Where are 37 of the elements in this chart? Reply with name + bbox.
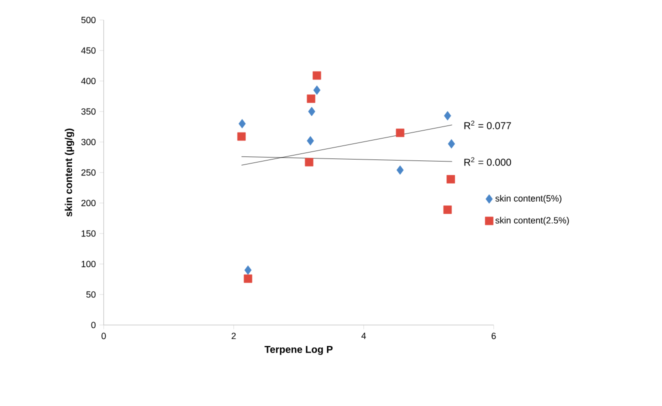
point: [244, 274, 252, 283]
y-tick-label: 450: [81, 47, 96, 54]
point: [448, 139, 456, 149]
y-tick-label: 500: [81, 16, 96, 24]
x-tick-label: 2: [232, 332, 236, 340]
point: [306, 94, 316, 103]
x-tick-label: 6: [492, 332, 496, 340]
point: [244, 265, 252, 275]
x-axis-title: Terpene Log P: [264, 346, 333, 355]
y-tick-label: 0: [91, 322, 96, 328]
annotation: R$^{2}$ = 0.000: [464, 157, 512, 166]
y-tick-label: 50: [86, 291, 96, 298]
y-tick-label: 250: [81, 169, 96, 176]
point: [396, 165, 404, 175]
x-tick-label: 0: [102, 332, 106, 340]
point: [312, 71, 322, 80]
y-tick-label: 200: [81, 200, 96, 206]
point: [396, 128, 404, 138]
y-tick-label: 300: [81, 138, 96, 146]
point: [308, 106, 316, 116]
y-axis-title: skin content (µg/g): [64, 128, 74, 217]
annotation: R$^{2}$ = 0.077: [464, 120, 511, 130]
y-tick-label: 400: [81, 78, 96, 84]
x-tick-label: 4: [361, 332, 366, 339]
point: [304, 158, 314, 166]
y-tick-label: 100: [82, 260, 96, 268]
point: [444, 111, 452, 120]
y-tick-label: 150: [82, 230, 96, 237]
point: [313, 85, 320, 95]
legend-label: skin content(5%): [495, 194, 562, 204]
point: [237, 132, 246, 141]
point: [238, 119, 246, 128]
point: [443, 206, 452, 214]
point: [446, 175, 455, 184]
legend-label: skin content(2.5%): [495, 216, 569, 226]
y-tick-label: 350: [81, 108, 96, 115]
point: [306, 136, 314, 146]
